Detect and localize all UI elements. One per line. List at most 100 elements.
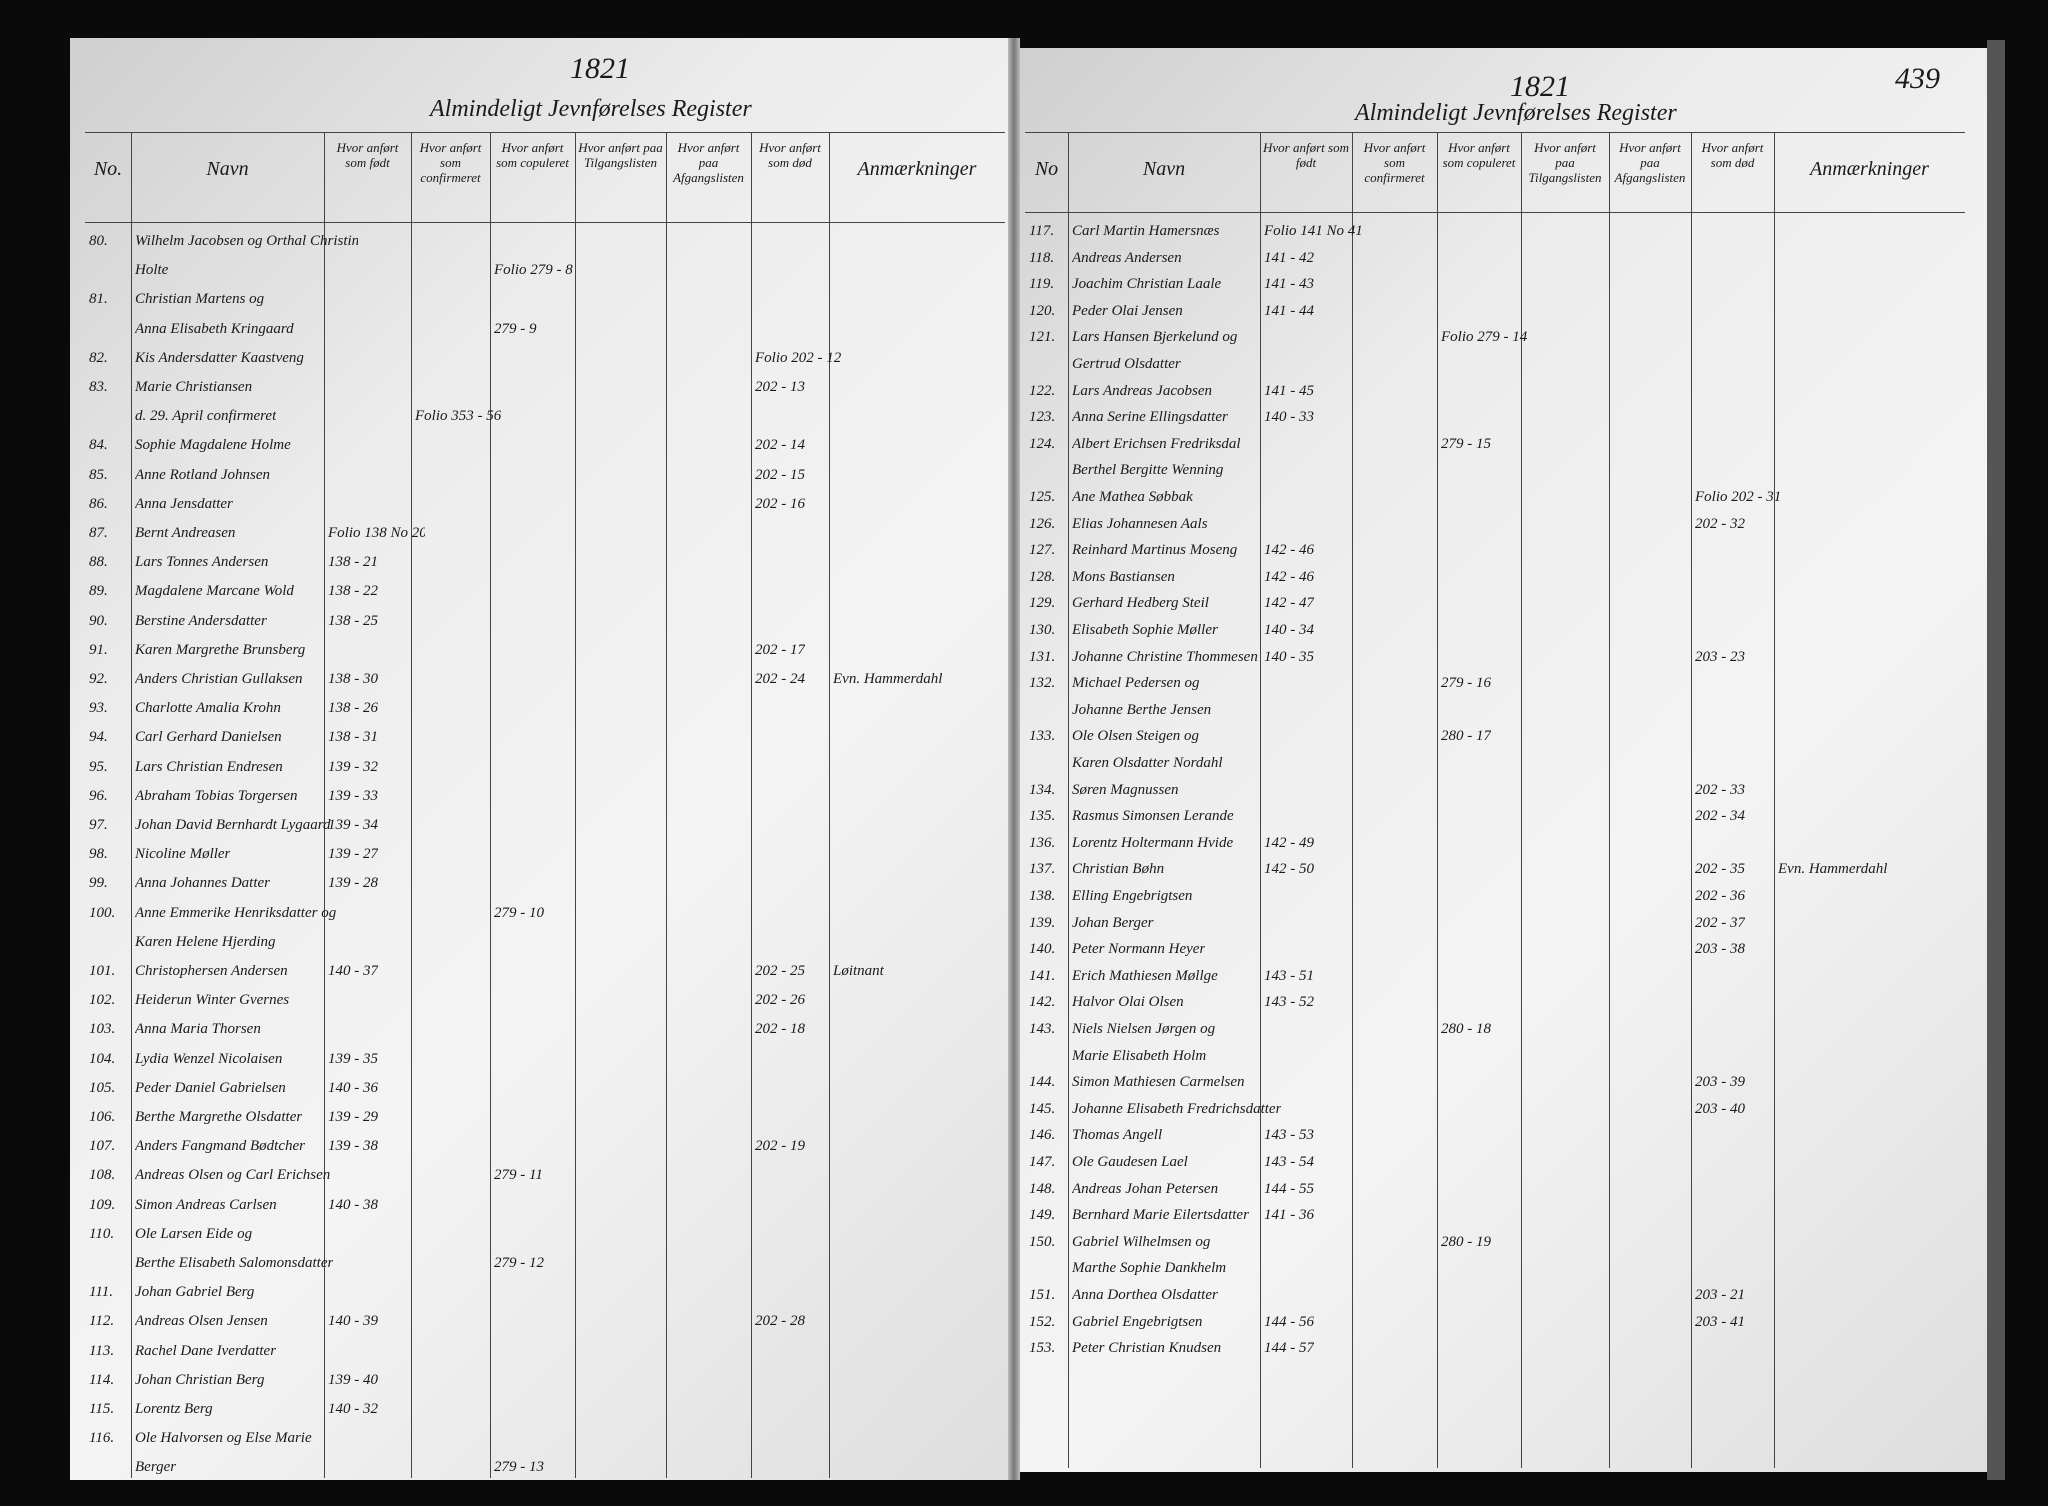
cell-name: Albert Erichsen Fredriksdal: [1072, 435, 1241, 452]
cell-no: 123.: [1029, 409, 1056, 426]
cell-no: 111.: [89, 1284, 114, 1301]
cell-no: 101.: [89, 963, 116, 979]
column-rule: [1068, 132, 1070, 1468]
cell-no: 96.: [89, 787, 108, 804]
cell-dead: 203 - 39: [1695, 1074, 1745, 1091]
cell-name: Peter Christian Knudsen: [1072, 1340, 1222, 1357]
cell-born: 139 - 35: [328, 1050, 378, 1067]
cell-name: Lydia Wenzel Nicolaisen: [135, 1050, 283, 1067]
cell-name: Bernt Andreasen: [135, 525, 236, 541]
cell-name: Berger: [135, 1459, 177, 1476]
cell-cop: 279 - 12: [494, 1255, 544, 1271]
cell-name: Anders Christian Gullaksen: [135, 671, 303, 687]
cell-dead: 202 - 26: [755, 992, 805, 1009]
cell-no: 116.: [89, 1430, 115, 1447]
page-title: Almindeligt Jevnførelses Register: [1355, 100, 1677, 126]
cell-name: Johan Gabriel Berg: [135, 1284, 255, 1301]
cell-name: Gabriel Wilhelmsen og: [1072, 1233, 1211, 1250]
cell-name: Simon Andreas Carlsen: [135, 1196, 277, 1213]
cell-name: Elling Engebrigtsen: [1072, 888, 1193, 904]
left-page: [70, 38, 1012, 1480]
year: 1821: [1510, 70, 1570, 103]
cell-name: Anna Serine Ellingsdatter: [1072, 409, 1228, 426]
cell-dead: 203 - 21: [1695, 1287, 1745, 1303]
cell-cop: 279 - 13: [494, 1459, 544, 1476]
cell-name: Christophersen Andersen: [135, 963, 288, 979]
cell-no: 133.: [1029, 728, 1056, 745]
cell-dead: 203 - 41: [1695, 1313, 1745, 1330]
cell-dead: 203 - 38: [1695, 941, 1745, 958]
cell-name: Anna Dorthea Olsdatter: [1072, 1287, 1218, 1303]
cell-no: 124.: [1029, 435, 1056, 452]
cell-cop: 279 - 16: [1441, 675, 1491, 692]
cell-no: 88.: [89, 554, 108, 571]
cell-no: 127.: [1029, 542, 1056, 559]
column-rule: [1774, 132, 1776, 1468]
column-header: Navn: [1142, 158, 1186, 180]
cell-dead: 202 - 19: [755, 1138, 805, 1155]
cell-no: 119.: [1029, 276, 1055, 293]
cell-no: 105.: [89, 1079, 116, 1096]
cell-born: 140 - 33: [1264, 409, 1314, 426]
cell-no: 95.: [89, 758, 108, 775]
cell-born: 141 - 36: [1264, 1207, 1314, 1224]
cell-name: Niels Nielsen Jørgen og: [1072, 1021, 1216, 1037]
cell-name: Peter Normann Heyer: [1072, 941, 1206, 958]
column-header: Hvor anført som død: [759, 140, 821, 170]
cell-born: 140 - 37: [328, 963, 378, 979]
cell-dead: 203 - 23: [1695, 648, 1745, 665]
cell-dead: 202 - 28: [755, 1313, 805, 1330]
cell-name: Karen Helene Hjerding: [135, 933, 276, 950]
cell-no: 128.: [1029, 568, 1056, 585]
cell-born: 144 - 56: [1264, 1313, 1314, 1330]
cell-dead: 202 - 24: [755, 671, 805, 687]
cell-born: 141 - 43: [1264, 276, 1314, 293]
cell-born: 140 - 36: [328, 1079, 378, 1096]
cell-born: 139 - 29: [328, 1109, 378, 1125]
cell-name: Charlotte Amalia Krohn: [135, 700, 281, 717]
cell-name: Erich Mathiesen Møllge: [1072, 967, 1218, 984]
cell-dead: 202 - 32: [1695, 515, 1745, 532]
cell-born: 139 - 27: [328, 846, 378, 863]
cell-born: 143 - 51: [1264, 967, 1314, 984]
cell-no: 82.: [89, 349, 108, 366]
cell-born: 144 - 55: [1264, 1180, 1314, 1197]
cell-name: Johanne Berthe Jensen: [1072, 701, 1212, 718]
cell-born: 143 - 53: [1264, 1127, 1314, 1144]
cell-born: 138 - 25: [328, 612, 378, 629]
cell-no: 136.: [1029, 834, 1056, 851]
cell-no: 90.: [89, 612, 108, 629]
cell-no: 100.: [89, 904, 116, 921]
cell-no: 80.: [89, 233, 108, 249]
cell-no: 112.: [89, 1313, 115, 1330]
cell-born: Folio 138 No 20: [328, 525, 425, 541]
cell-dead: 202 - 18: [755, 1021, 805, 1038]
cell-dead: 202 - 37: [1695, 914, 1745, 931]
cell-no: 140.: [1029, 941, 1056, 958]
column-header: Anmærkninger: [857, 158, 977, 180]
cell-name: Simon Mathiesen Carmelsen: [1072, 1074, 1245, 1091]
cell-name: Karen Olsdatter Nordahl: [1072, 755, 1223, 771]
cell-name: Lars Andreas Jacobsen: [1072, 382, 1212, 399]
cell-dead: 202 - 25: [755, 963, 805, 979]
cell-dead: Folio 202 - 12: [755, 349, 842, 366]
cell-name: Berthe Elisabeth Salomonsdatter: [135, 1255, 334, 1271]
cell-no: 113.: [89, 1342, 115, 1359]
cell-no: 141.: [1029, 967, 1056, 984]
column-header: Hvor anført som confirmeret: [419, 140, 482, 185]
cell-born: 144 - 57: [1264, 1340, 1314, 1357]
cell-no: 102.: [89, 992, 116, 1009]
cell-name: Johan Berger: [1072, 914, 1154, 931]
page-title: Almindeligt Jevnførelses Register: [430, 96, 752, 122]
cell-name: Halvor Olai Olsen: [1072, 994, 1184, 1011]
cell-born: 143 - 54: [1264, 1154, 1314, 1170]
cell-name: Anne Emmerike Henriksdatter og: [135, 904, 337, 921]
cell-born: Folio 141 No 41: [1264, 223, 1363, 239]
cell-name: Andreas Olsen og Carl Erichsen: [135, 1167, 331, 1184]
cell-name: Reinhard Martinus Moseng: [1072, 542, 1238, 559]
cell-name: Anna Jensdatter: [135, 495, 233, 512]
cell-name: Bernhard Marie Eilertsdatter: [1072, 1207, 1249, 1224]
cell-born: 139 - 40: [328, 1371, 378, 1388]
cell-name: Marie Elisabeth Holm: [1072, 1047, 1207, 1064]
cell-born: 139 - 33: [328, 787, 378, 804]
